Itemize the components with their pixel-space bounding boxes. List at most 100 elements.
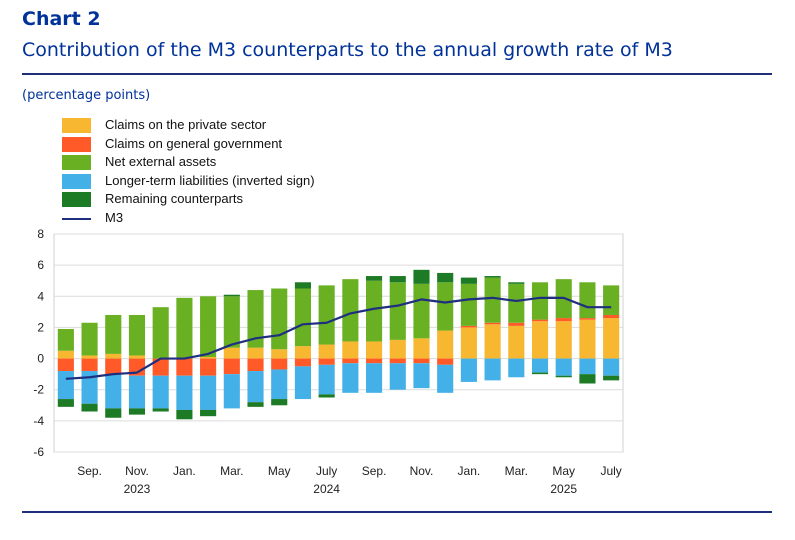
bar-segment xyxy=(176,297,193,359)
bar-segment xyxy=(531,282,549,320)
x-tick-label: Nov. xyxy=(125,464,149,478)
top-rule xyxy=(22,73,772,75)
bar-segment xyxy=(223,296,240,348)
bar-segment xyxy=(460,277,477,284)
bar-segment xyxy=(531,321,549,359)
legend-swatch xyxy=(62,136,91,152)
bar-segment xyxy=(413,283,430,339)
bar-segment xyxy=(247,402,264,407)
bar-segment xyxy=(271,399,288,406)
legend-label: Net external assets xyxy=(105,154,217,169)
y-tick-label: 6 xyxy=(37,258,44,272)
bar-segment xyxy=(437,272,454,283)
y-tick-label: 4 xyxy=(37,289,44,303)
bar-segment xyxy=(437,282,454,331)
bar-segment xyxy=(105,353,122,359)
legend-label: Longer-term liabilities (inverted sign) xyxy=(105,172,315,188)
bar-segment xyxy=(484,277,501,323)
bar-segment xyxy=(81,371,98,404)
bar-segment xyxy=(366,280,383,342)
x-tick-label: Jan. xyxy=(458,464,481,478)
bar-segment xyxy=(484,322,501,325)
bar-segment xyxy=(128,314,146,356)
bar-segment xyxy=(247,358,264,372)
bar-segment xyxy=(603,375,620,381)
bar-segment xyxy=(484,276,501,278)
bar-segment xyxy=(223,374,240,409)
x-tick-label: May xyxy=(552,464,575,478)
legend-label: Remaining counterparts xyxy=(105,191,244,206)
bar-segment xyxy=(413,358,430,364)
x-tick-label: Jan. xyxy=(173,464,196,478)
bar-segment xyxy=(105,374,122,409)
bar-segment xyxy=(105,358,122,375)
bar-segment xyxy=(223,347,240,359)
bar-segment xyxy=(413,338,430,359)
bar-segment xyxy=(223,358,240,375)
bar-segment xyxy=(437,330,454,359)
bar-segment xyxy=(152,358,169,376)
bar-segment xyxy=(508,282,525,284)
bar-segment xyxy=(294,288,311,347)
x-tick-label: Nov. xyxy=(410,464,434,478)
bar-segment xyxy=(460,325,477,328)
chart-title: Contribution of the M3 counterparts to t… xyxy=(22,39,673,61)
bar-segment xyxy=(200,357,217,359)
bar-segment xyxy=(555,318,572,322)
bar-segment xyxy=(247,371,264,403)
bar-segment xyxy=(579,374,596,384)
legend-swatch xyxy=(62,118,91,133)
bar-segment xyxy=(389,339,406,359)
bar-segment xyxy=(57,399,74,407)
bar-segment xyxy=(342,358,359,364)
bar-segment xyxy=(531,372,549,375)
x-tick-label: July xyxy=(600,464,621,478)
bar-segment xyxy=(128,408,146,415)
bar-segment xyxy=(318,394,335,398)
bar-segment xyxy=(152,375,169,409)
bar-segment xyxy=(508,358,525,378)
bar-segment xyxy=(508,322,525,326)
bar-segment xyxy=(603,318,620,359)
y-tick-label: -6 xyxy=(33,445,44,459)
unit-note: (percentage points) xyxy=(22,88,151,103)
chart-label: Chart 2 xyxy=(22,8,101,30)
bar-segment xyxy=(342,341,359,359)
bar-segment xyxy=(531,358,549,373)
y-tick-label: 2 xyxy=(37,320,44,334)
legend-label: Claims on the private sector xyxy=(105,117,267,132)
bar-segment xyxy=(579,318,596,320)
bar-segment xyxy=(247,347,264,359)
bottom-rule xyxy=(22,511,772,513)
bar-segment xyxy=(294,358,311,367)
x-tick-label: July xyxy=(316,464,337,478)
bar-segment xyxy=(508,283,525,323)
bar-segment xyxy=(271,288,288,350)
legend-swatch xyxy=(62,155,91,170)
bar-segment xyxy=(223,294,240,297)
bar-segment xyxy=(579,319,596,359)
bar-segment xyxy=(105,314,122,354)
bar-segment xyxy=(389,276,406,283)
bar-segment xyxy=(484,324,501,359)
bar-segment xyxy=(128,355,146,359)
bar-segment xyxy=(271,358,288,370)
legend-line-swatch xyxy=(62,217,91,220)
bar-segment xyxy=(366,276,383,281)
bar-segment xyxy=(294,366,311,400)
bar-segment xyxy=(200,375,217,410)
x-year-label: 2025 xyxy=(550,482,577,496)
bar-segment xyxy=(271,349,288,359)
bar-segment xyxy=(484,358,501,381)
bar-segment xyxy=(81,322,98,356)
bar-segment xyxy=(366,363,383,393)
bar-segment xyxy=(437,358,454,365)
bar-segment xyxy=(342,279,359,342)
bar-segment xyxy=(200,409,217,417)
bar-segment xyxy=(57,350,74,359)
bar-segment xyxy=(555,321,572,359)
bar-segment xyxy=(200,358,217,376)
bar-segment xyxy=(294,282,311,289)
bar-segment xyxy=(105,408,122,418)
